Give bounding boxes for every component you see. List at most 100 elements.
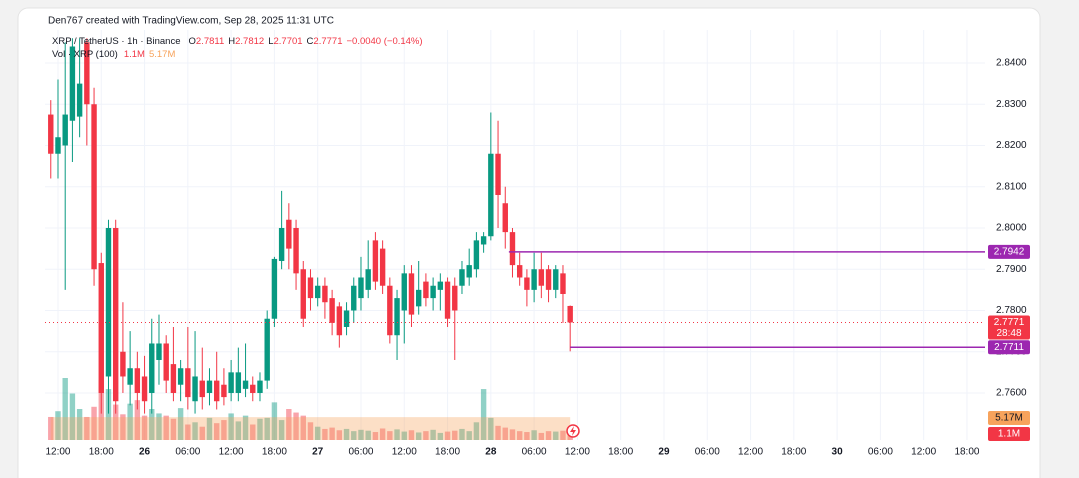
ohlc-key: O [189,36,196,47]
volume-bar [221,420,227,440]
candle-body [560,273,566,294]
candle-body [149,343,155,393]
candle-body [524,277,530,290]
volume-legend: Vol · XRP (100) 1.1M 5.17M [52,49,175,60]
candle-body [163,343,169,381]
volume-bar [286,409,292,440]
volume-bar [408,430,415,440]
candle-body [351,285,357,311]
volume-bar [242,415,249,440]
y-tick-label: 2.8100 [996,181,1027,192]
ma-tag [988,411,1030,425]
volume-bar [387,431,393,440]
volume-bar [84,416,90,440]
candle-body [509,232,516,266]
volume-tag-label: 1.1M [998,429,1020,440]
y-tick-label: 2.8400 [996,58,1027,69]
level-tag [988,340,1030,355]
candle-body [358,277,364,299]
candle-body [300,269,306,319]
volume-last: 1.1M [124,49,145,60]
candle-body [567,305,573,323]
candle-body [293,227,299,274]
candle-body [531,269,537,290]
candle-body [329,298,335,323]
candle-body [235,372,242,393]
x-tick-label: 26 [139,447,151,458]
volume-bar [358,429,364,440]
volume-bar [192,422,198,440]
volume-bar [567,435,573,440]
x-tick-label: 06:00 [348,447,373,458]
candle-body [401,273,407,311]
y-tick-label: 2.8000 [996,223,1027,234]
volume-bar [524,432,530,440]
volume-bar [495,425,501,440]
candle-body [242,380,249,389]
candle-body [170,364,177,393]
candle-body [199,380,205,398]
ohlc-value: 2.7812 [235,36,264,47]
candle-body [379,248,386,286]
volume-ma: 5.17M [149,49,175,60]
volume-bar [343,428,350,440]
candle-body [466,265,472,278]
candle-body [473,240,480,270]
x-tick-label: 12:00 [219,447,244,458]
candle-body [502,203,508,233]
volume-bar [365,430,371,440]
candle-body [185,368,191,398]
volume-bar [112,404,119,440]
x-tick-label: 27 [312,447,324,458]
candle-body [69,46,76,121]
candle-body [444,281,451,319]
candle-body [495,153,501,195]
y-tick-label: 2.8300 [996,99,1027,110]
candle-body [112,227,119,402]
x-tick-label: 06:00 [175,447,200,458]
volume-bar [516,431,523,440]
candle-body [286,219,292,249]
ohlc-value: 2.7771 [313,36,342,47]
volume-bar [134,400,141,440]
volume-bar [560,430,566,440]
volume-bar [278,420,285,440]
volume-bar [322,428,328,440]
x-tick-label: 12:00 [738,447,763,458]
candle-body [365,269,371,290]
volume-bar [228,413,234,440]
ohlc-value: 2.7811 [196,36,224,47]
y-tick-label: 2.7800 [996,305,1027,316]
volume-bar [452,430,458,440]
volume-title: Vol · XRP (100) [52,49,118,60]
candle-body [343,310,350,327]
ohlc-value: 2.7701 [273,36,302,47]
candle-body [192,376,198,402]
candle-body [322,285,328,303]
volume-bar [199,426,205,440]
volume-bar [372,432,379,440]
volume-bar [250,424,256,440]
candle-body [415,289,422,307]
x-tick-label: 06:00 [695,447,720,458]
x-tick-label: 18:00 [262,447,287,458]
candle-body [480,236,487,245]
candle-body [314,285,321,299]
volume-bar [480,389,487,440]
candle-body [228,372,234,393]
candle-body [62,114,68,146]
volume-bar [235,421,242,440]
last-price-label: 2.7771 [994,317,1025,328]
y-tick-label: 2.7900 [996,264,1027,275]
volume-bar [120,414,126,440]
volume-bar [336,430,343,440]
candle-body [257,380,263,393]
candle-body [408,273,415,315]
realtime-icon [566,424,580,438]
x-tick-label: 18:00 [435,447,460,458]
volume-bar [156,413,162,440]
ohlc-key: L [268,36,273,47]
volume-bar [257,418,263,440]
volume-bar [351,431,357,440]
